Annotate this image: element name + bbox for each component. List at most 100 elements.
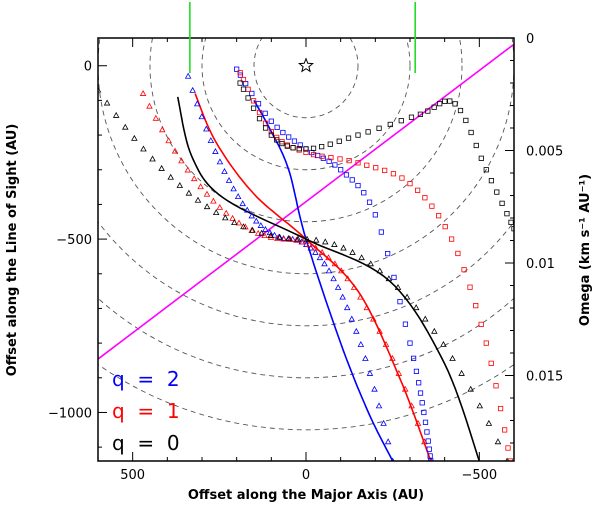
triangle-marker-q=0 (431, 327, 438, 334)
orbit-circle (98, 38, 514, 275)
square-marker-q=1 (429, 203, 435, 209)
triangle-marker-q=0 (349, 248, 356, 255)
triangle-marker-q=2 (321, 260, 328, 267)
y-tick-label: −500 (56, 233, 92, 248)
triangle-marker-q=0 (376, 267, 384, 274)
triangle-marker-q=0 (203, 203, 211, 210)
orbit-circle (98, 220, 514, 327)
square-marker-q=1 (488, 360, 494, 366)
curve-q=0 (176, 96, 481, 461)
triangle-marker-q=0 (303, 235, 311, 242)
square-marker-q=2 (424, 429, 430, 435)
triangle-marker-q=0 (249, 226, 256, 233)
square-marker-q=1 (505, 445, 511, 451)
square-marker-q=0 (417, 111, 424, 117)
square-marker-q=1 (415, 187, 421, 193)
square-marker-q=0 (488, 178, 495, 184)
triangle-marker-q=0 (231, 219, 238, 226)
triangle-marker-q=1 (331, 260, 339, 267)
triangle-marker-q=0 (358, 254, 365, 261)
square-marker-q=0 (262, 125, 269, 131)
square-marker-q=2 (397, 299, 403, 305)
square-marker-q=2 (410, 355, 417, 361)
triangle-marker-q=1 (254, 229, 262, 236)
x-axis-title: Offset along the Major Axis (AU) (188, 488, 424, 503)
triangle-marker-q=1 (350, 283, 358, 290)
square-marker-q=2 (427, 453, 433, 459)
triangle-marker-q=1 (408, 402, 415, 409)
square-marker-q=1 (256, 110, 263, 116)
triangle-marker-q=1 (152, 114, 160, 121)
square-marker-q=0 (468, 129, 474, 136)
square-marker-q=0 (279, 140, 285, 147)
square-marker-q=1 (303, 149, 309, 156)
triangle-marker-q=0 (98, 86, 102, 93)
triangle-marker-q=1 (357, 293, 364, 300)
square-marker-q=1 (390, 171, 397, 177)
square-marker-q=2 (280, 129, 286, 136)
square-marker-q=2 (419, 400, 425, 406)
square-marker-q=1 (373, 165, 379, 171)
square-marker-q=0 (365, 129, 371, 135)
star-marker (297, 57, 315, 73)
triangle-marker-q=0 (276, 233, 284, 240)
triangle-marker-q=1 (216, 203, 224, 210)
triangle-marker-q=1 (338, 267, 345, 274)
square-marker-q=1 (240, 76, 247, 83)
triangle-marker-q=2 (239, 200, 246, 207)
triangle-marker-q=1 (274, 235, 281, 241)
square-marker-q=1 (319, 153, 325, 159)
triangle-marker-q=1 (139, 90, 147, 96)
orbit-circle (98, 297, 514, 379)
square-marker-q=0 (504, 211, 510, 217)
square-marker-q=1 (290, 145, 296, 151)
square-marker-q=0 (508, 219, 514, 225)
square-marker-q=1 (328, 155, 334, 161)
square-marker-q=2 (378, 229, 384, 235)
triangle-marker-q=1 (235, 219, 243, 226)
square-marker-q=0 (463, 117, 469, 124)
square-marker-q=0 (327, 141, 333, 147)
triangle-marker-q=2 (243, 206, 251, 213)
square-marker-q=0 (310, 145, 317, 151)
x-tick-label: 500 (120, 468, 145, 483)
square-marker-q=2 (391, 274, 397, 281)
square-marker-q=1 (250, 98, 257, 104)
square-marker-q=0 (284, 143, 290, 149)
square-marker-q=0 (319, 144, 325, 150)
triangle-marker-q=0 (212, 209, 220, 215)
orbit-circle (201, 38, 411, 171)
triangle-marker-q=2 (380, 419, 387, 426)
y-axis-title: Offset along the Line of Sight (AU) (5, 124, 20, 377)
triangle-marker-q=0 (367, 260, 374, 267)
square-marker-q=2 (349, 177, 355, 183)
triangle-marker-q=0 (185, 189, 193, 196)
triangle-marker-q=0 (331, 241, 338, 247)
square-marker-q=1 (284, 142, 290, 148)
triangle-marker-q=0 (494, 438, 502, 445)
square-marker-q=2 (407, 340, 413, 346)
triangle-marker-q=1 (389, 355, 396, 361)
triangle-marker-q=0 (285, 235, 293, 241)
triangle-marker-q=2 (339, 293, 346, 300)
triangle-marker-q=2 (230, 185, 237, 192)
x-tick-label: −500 (461, 468, 497, 483)
square-marker-q=1 (364, 162, 370, 168)
triangle-marker-q=1 (369, 315, 377, 322)
triangle-marker-q=1 (158, 126, 166, 133)
plot-area (98, 38, 514, 461)
triangle-marker-q=0 (258, 229, 265, 236)
triangle-marker-q=1 (325, 254, 332, 261)
square-marker-q=1 (296, 147, 302, 153)
triangle-marker-q=0 (385, 275, 393, 282)
y2-tick-label: 0.01 (526, 257, 555, 272)
triangle-marker-q=0 (321, 238, 329, 245)
triangle-marker-q=2 (203, 125, 210, 132)
square-marker-q=1 (497, 405, 504, 412)
y2-tick-label: 0.005 (526, 145, 563, 160)
triangle-marker-q=0 (440, 340, 447, 347)
square-marker-q=2 (385, 251, 391, 257)
square-marker-q=1 (483, 340, 489, 346)
plot-frame (97, 37, 515, 462)
